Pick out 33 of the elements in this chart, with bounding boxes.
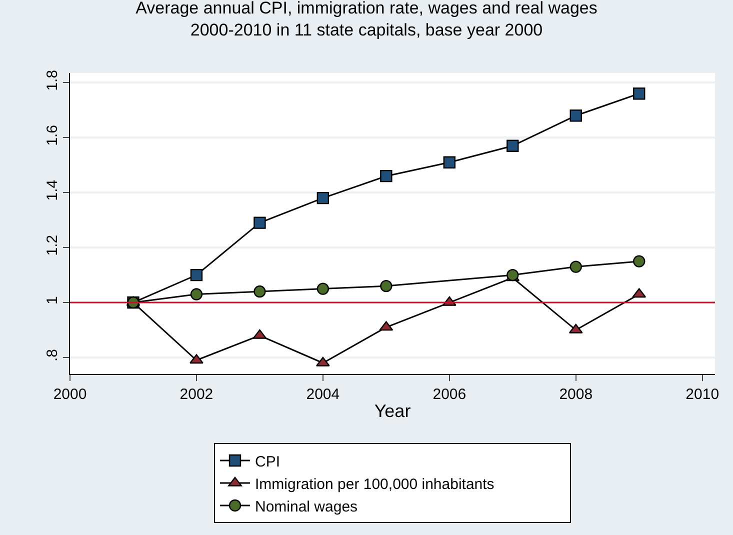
- y-tick-label: 1.2: [44, 234, 61, 256]
- legend-label: Nominal wages: [255, 498, 358, 516]
- point: [633, 88, 646, 100]
- y-tick-label: 1.8: [44, 70, 61, 91]
- point: [190, 268, 203, 282]
- point: [443, 156, 456, 168]
- point: [570, 110, 582, 122]
- x-tick-label: 2006: [432, 386, 466, 403]
- point: [506, 268, 519, 282]
- legend-label: CPI: [255, 453, 280, 470]
- y-tick-label: 1: [44, 296, 61, 304]
- legend-label: Immigration per 100,000 inhabitants: [255, 476, 494, 493]
- point: [633, 255, 646, 268]
- x-tick-label: 2010: [686, 386, 720, 403]
- y-tick-label: 1.6: [44, 124, 61, 146]
- x-tick-label: 2002: [180, 386, 214, 403]
- x-tick-label: 2008: [559, 386, 593, 403]
- point: [190, 288, 203, 300]
- point: [506, 140, 519, 152]
- point: [254, 285, 266, 298]
- point: [316, 192, 330, 204]
- point: [570, 260, 582, 273]
- point: [254, 216, 266, 229]
- chart-title: Average annual CPI, immigration rate, wages and real wages 2000-2010 in 11 state capitals, base year 2000: [136, 0, 598, 40]
- point: [316, 282, 330, 295]
- x-tick-label: 2000: [53, 386, 87, 403]
- y-tick-label: 1.4: [44, 180, 61, 201]
- x-axis-title: Year: [374, 401, 411, 422]
- point: [380, 280, 392, 292]
- x-tick-label: 2004: [306, 386, 340, 403]
- point: [190, 354, 204, 364]
- point: [380, 170, 392, 182]
- y-tick-label: .8: [44, 349, 61, 362]
